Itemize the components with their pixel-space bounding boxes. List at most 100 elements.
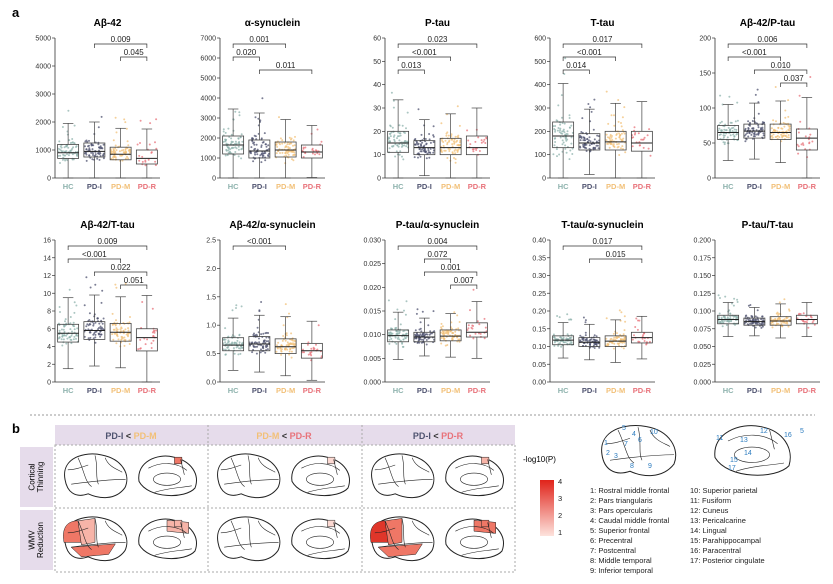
data-point: [610, 136, 613, 139]
data-point: [565, 136, 568, 139]
data-point: [64, 320, 66, 323]
sulcus: [104, 520, 123, 536]
sig-bracket: [232, 56, 260, 61]
data-point: [613, 336, 616, 339]
data-point: [115, 131, 118, 134]
data-point: [555, 119, 558, 122]
data-point: [265, 336, 268, 339]
data-point: [231, 146, 234, 149]
group-label: PD-R: [468, 386, 487, 395]
data-point: [393, 138, 396, 141]
data-point: [237, 137, 240, 140]
data-point: [422, 149, 425, 152]
data-point: [310, 347, 313, 350]
data-point: [635, 317, 638, 320]
data-point: [110, 157, 113, 160]
data-point: [736, 119, 739, 122]
data-point: [71, 138, 74, 140]
data-point: [417, 156, 419, 159]
data-point: [253, 148, 256, 151]
data-point: [799, 313, 802, 315]
data-point: [579, 146, 582, 149]
data-point: [618, 154, 621, 156]
data-point: [394, 318, 397, 321]
group-label: PD-M: [276, 386, 295, 395]
data-point: [425, 157, 428, 160]
sulcus: [301, 526, 341, 534]
group-label: PD-R: [303, 182, 322, 191]
y-tick-label: 0.050: [693, 344, 711, 351]
data-point: [588, 144, 591, 147]
sig-label: 0.009: [97, 237, 118, 246]
data-point: [812, 319, 815, 322]
data-point: [447, 147, 450, 150]
data-point: [253, 341, 256, 344]
data-point: [72, 338, 75, 341]
data-point: [290, 356, 293, 359]
data-point: [69, 149, 72, 152]
data-point: [432, 141, 435, 143]
data-point: [456, 151, 459, 153]
data-point: [780, 133, 783, 136]
region-label: 4: Caudal middle frontal: [590, 516, 670, 525]
atlas-number: 4: [632, 431, 636, 438]
data-point: [753, 133, 756, 136]
brain-medial: [138, 455, 197, 497]
data-point: [85, 159, 88, 162]
data-point: [395, 150, 398, 153]
sig-bracket: [780, 82, 808, 87]
data-point: [757, 133, 760, 136]
data-point: [128, 339, 131, 342]
data-point: [579, 334, 582, 337]
data-point: [722, 136, 725, 139]
data-point: [731, 130, 734, 132]
chart-title: P-tau/α-synuclein: [396, 220, 479, 231]
data-point: [455, 140, 458, 143]
region-label: 17: Posterior cingulate: [690, 556, 765, 565]
region-label: 13: Pericalcarine: [690, 516, 746, 525]
data-point: [83, 304, 86, 307]
data-point: [569, 318, 572, 321]
group-label: PD-I: [417, 386, 432, 395]
data-point: [94, 153, 97, 156]
sig-bracket: [424, 271, 478, 276]
sig-label: 0.017: [592, 237, 613, 246]
data-point: [562, 128, 565, 131]
data-point: [754, 315, 757, 318]
row-label-line: Thinning: [36, 462, 45, 493]
data-point: [560, 345, 563, 348]
atlas-number: 13: [740, 437, 748, 444]
y-tick-label: 0.10: [532, 344, 546, 351]
sulcus: [307, 548, 345, 556]
data-point: [458, 321, 461, 323]
data-point: [588, 136, 591, 139]
sulcus: [455, 526, 495, 534]
data-point: [720, 120, 723, 123]
data-point: [76, 327, 79, 330]
sulcus: [401, 518, 406, 548]
data-point: [316, 128, 319, 131]
y-tick-label: 0.30: [532, 273, 546, 280]
data-point: [123, 344, 126, 347]
data-point: [802, 144, 805, 146]
region-label: 12: Cuneus: [690, 506, 729, 515]
atlas-number: 14: [744, 450, 752, 457]
data-point: [98, 158, 101, 161]
data-point: [620, 132, 623, 135]
region-label: 8: Middle temporal: [590, 556, 652, 565]
data-point: [287, 153, 290, 156]
data-point: [785, 130, 788, 133]
data-point: [232, 347, 235, 350]
sulcus: [411, 457, 430, 473]
data-point: [554, 130, 557, 133]
data-point: [747, 135, 750, 138]
corpus-callosum: [460, 535, 488, 549]
data-point: [581, 117, 584, 120]
sulcus: [77, 520, 92, 550]
group-label: PD-I: [582, 182, 597, 191]
data-point: [239, 136, 242, 139]
data-point: [114, 323, 117, 326]
comparison-right: PD-M: [134, 431, 157, 441]
data-point: [730, 127, 733, 130]
data-point: [566, 333, 569, 336]
